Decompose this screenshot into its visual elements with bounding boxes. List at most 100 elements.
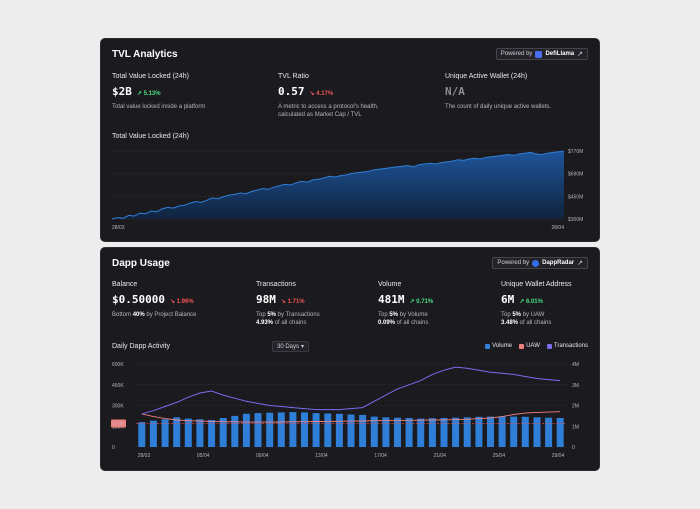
y-right-tick-label: 0 (572, 445, 575, 451)
volume-bar (173, 417, 181, 447)
volume-bar (487, 416, 494, 447)
metric-unique-active-wallet: Unique Active Wallet (24h) N/A The count… (445, 73, 551, 111)
desc-post: by Project Balance (144, 312, 197, 318)
metric-tvl-ratio: TVL Ratio 0.57 ↘ 4.17% A metric to acces… (278, 73, 379, 119)
volume-bar (359, 414, 367, 447)
metric-transactions: Transactions 98M ↘ 1.71% Top 5% by Trans… (256, 281, 320, 327)
legend-item-uaw[interactable]: UAW (519, 343, 540, 349)
volume-bar (370, 416, 378, 447)
metric-label: Unique Active Wallet (24h) (445, 73, 528, 80)
x-tick-label: 28/04 (551, 225, 564, 231)
dapp-chart-title: Daily Dapp Activity (112, 343, 170, 350)
powered-by-label: Powered by (500, 51, 533, 57)
volume-bar (394, 417, 401, 447)
volume-bar (428, 418, 436, 447)
desc2-post: of all chains (395, 320, 429, 326)
x-tick-label: 25/04 (493, 453, 506, 459)
y-right-tick-label: 1M (572, 424, 579, 430)
volume-bar (277, 412, 285, 447)
metric-tvl: Total Value Locked (24h) $2B ↗ 5.13% Tot… (112, 73, 205, 111)
range-value: 30 Days (277, 343, 300, 350)
volume-bar (335, 413, 343, 447)
metric-change: ↘ 1.96% (169, 299, 194, 305)
tvl-line (111, 150, 565, 220)
metric-change: ↘ 4.17% (309, 91, 334, 97)
volume-bar (138, 422, 146, 447)
metric-desc: The count of daily unique active wallets… (445, 104, 552, 110)
metric-value: $2B (112, 85, 132, 98)
dapp-activity-chart: 600K4M450K3M300K2M150K1M00170K28/0305/04… (111, 362, 579, 459)
volume-bar (521, 416, 529, 447)
powered-by-defillama-link[interactable]: Powered by DefiLlama ↗ (495, 48, 588, 60)
desc2-bold: 4.93% (256, 320, 274, 326)
volume-bar (161, 419, 169, 447)
dapp-title: Dapp Usage (112, 258, 170, 269)
uaw-line (141, 411, 561, 423)
metric-label: Volume (378, 281, 402, 288)
y-left-tick-label: 600K (112, 362, 124, 368)
metric-desc: Top 5% by Transactions 4.93% of all chain… (256, 311, 320, 327)
powered-by-label: Powered by (497, 260, 530, 266)
defillama-logo-icon (535, 50, 543, 58)
metric-balance: Balance $0.50000 ↘ 1.96% Bottom 40% by P… (112, 281, 196, 319)
volume-bar (219, 418, 227, 447)
legend-item-transactions[interactable]: Transactions (546, 343, 588, 349)
desc-post: by Volume (398, 312, 428, 318)
volume-bar (475, 416, 483, 447)
volume-bar (405, 418, 413, 447)
metric-unique-wallet-address: Unique Wallet Address 6M ↗ 6.01% Top 5% … (501, 281, 572, 327)
metric-change: ↗ 0.71% (409, 299, 434, 305)
y-tick-label: $450M (568, 194, 583, 200)
volume-bar (452, 417, 460, 447)
desc2-post: of all chains (273, 320, 307, 326)
legend-item-volume[interactable]: Volume (485, 343, 512, 349)
metric-change: ↘ 1.71% (280, 299, 305, 305)
volume-bar (533, 417, 541, 447)
metric-desc: Bottom 40% by Project Balance (112, 311, 196, 319)
metric-change: ↗ 5.13% (136, 91, 161, 97)
y-left-tick-label: 300K (112, 404, 124, 410)
metric-label: Balance (112, 281, 138, 288)
metric-value: 6M (501, 293, 515, 306)
y-right-tick-label: 3M (572, 383, 579, 389)
desc2-post: of all chains (518, 320, 552, 326)
y-tick-label: $690M (568, 172, 583, 178)
transactions-line (141, 366, 561, 415)
volume-bar (510, 416, 518, 447)
volume-bar (196, 419, 204, 447)
legend-swatch (519, 343, 525, 349)
y-left-tick-label: 0 (112, 445, 115, 451)
volume-bar (463, 417, 471, 447)
metric-change: ↗ 6.01% (519, 299, 543, 305)
dapp-usage-card: Dapp Usage Powered by DappRadar ↗ Balanc… (100, 247, 600, 471)
dappradar-logo-icon (532, 259, 540, 267)
metric-desc: Total value locked inside a platform (112, 104, 206, 110)
metric-label: Transactions (256, 281, 296, 288)
volume-bar (208, 420, 216, 447)
metric-desc: Top 5% by UAW 3.48% of all chains (501, 311, 572, 327)
volume-bar (556, 418, 564, 447)
x-tick-label: 17/04 (374, 453, 387, 459)
external-link-icon: ↗ (577, 51, 583, 58)
volume-bar (231, 415, 239, 447)
volume-bar (440, 418, 448, 447)
volume-bar (266, 412, 274, 447)
metric-desc: Top 5% by Volume 0.09% of all chains (378, 311, 433, 327)
desc-bold: 40% (132, 312, 145, 318)
x-tick-label: 09/04 (256, 453, 269, 459)
powered-by-dappradar-link[interactable]: Powered by DappRadar ↗ (492, 257, 588, 269)
range-select[interactable]: 30 Days ▾ (272, 341, 310, 352)
tvl-analytics-card: TVL Analytics Powered by DefiLlama ↗ Tot… (100, 38, 600, 242)
x-tick-label: 13/04 (315, 453, 328, 459)
volume-bar (184, 418, 192, 447)
metric-label: TVL Ratio (278, 73, 309, 80)
external-link-icon: ↗ (577, 260, 583, 267)
volume-bar (347, 414, 355, 447)
desc-bold: 5% (267, 312, 277, 318)
desc2-bold: 0.09% (378, 320, 396, 326)
desc-pre: Bottom (112, 312, 133, 318)
desc-post: by Transactions (276, 312, 320, 318)
uaw-marker-label: 170K (113, 421, 125, 427)
volume-bar (545, 417, 553, 447)
y-left-tick-label: 450K (112, 383, 124, 389)
